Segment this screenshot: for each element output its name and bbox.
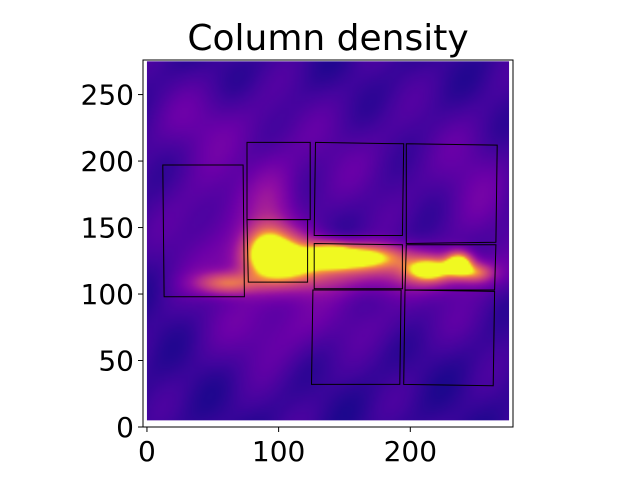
y-axis: 0 50 100 150 200 250 bbox=[81, 79, 143, 444]
x-tick-label: 200 bbox=[384, 435, 437, 468]
region-box-7 bbox=[405, 143, 498, 245]
region-box-2 bbox=[246, 141, 311, 221]
heatmap-image bbox=[146, 61, 510, 421]
x-tick-label: 100 bbox=[252, 435, 305, 468]
region-box-6 bbox=[310, 289, 402, 385]
region-box-5 bbox=[313, 242, 403, 290]
y-tick-label: 50 bbox=[98, 345, 134, 378]
y-tick-label: 100 bbox=[81, 278, 134, 311]
region-boxes bbox=[162, 141, 498, 387]
region-box-1 bbox=[162, 164, 245, 298]
axes-frame bbox=[142, 59, 514, 428]
region-box-9 bbox=[403, 289, 496, 387]
region-box-3 bbox=[246, 219, 309, 283]
y-tick-label: 200 bbox=[81, 145, 134, 178]
x-tick-label: 0 bbox=[138, 435, 156, 468]
region-box-8 bbox=[404, 244, 497, 291]
region-box-4 bbox=[313, 141, 405, 236]
plot-area bbox=[142, 59, 514, 428]
y-tick-label: 0 bbox=[116, 411, 134, 444]
chart-title: Column density bbox=[187, 18, 468, 59]
y-tick-label: 150 bbox=[81, 212, 134, 245]
x-axis: 0 100 200 bbox=[138, 427, 437, 468]
y-tick-label: 250 bbox=[81, 79, 134, 112]
